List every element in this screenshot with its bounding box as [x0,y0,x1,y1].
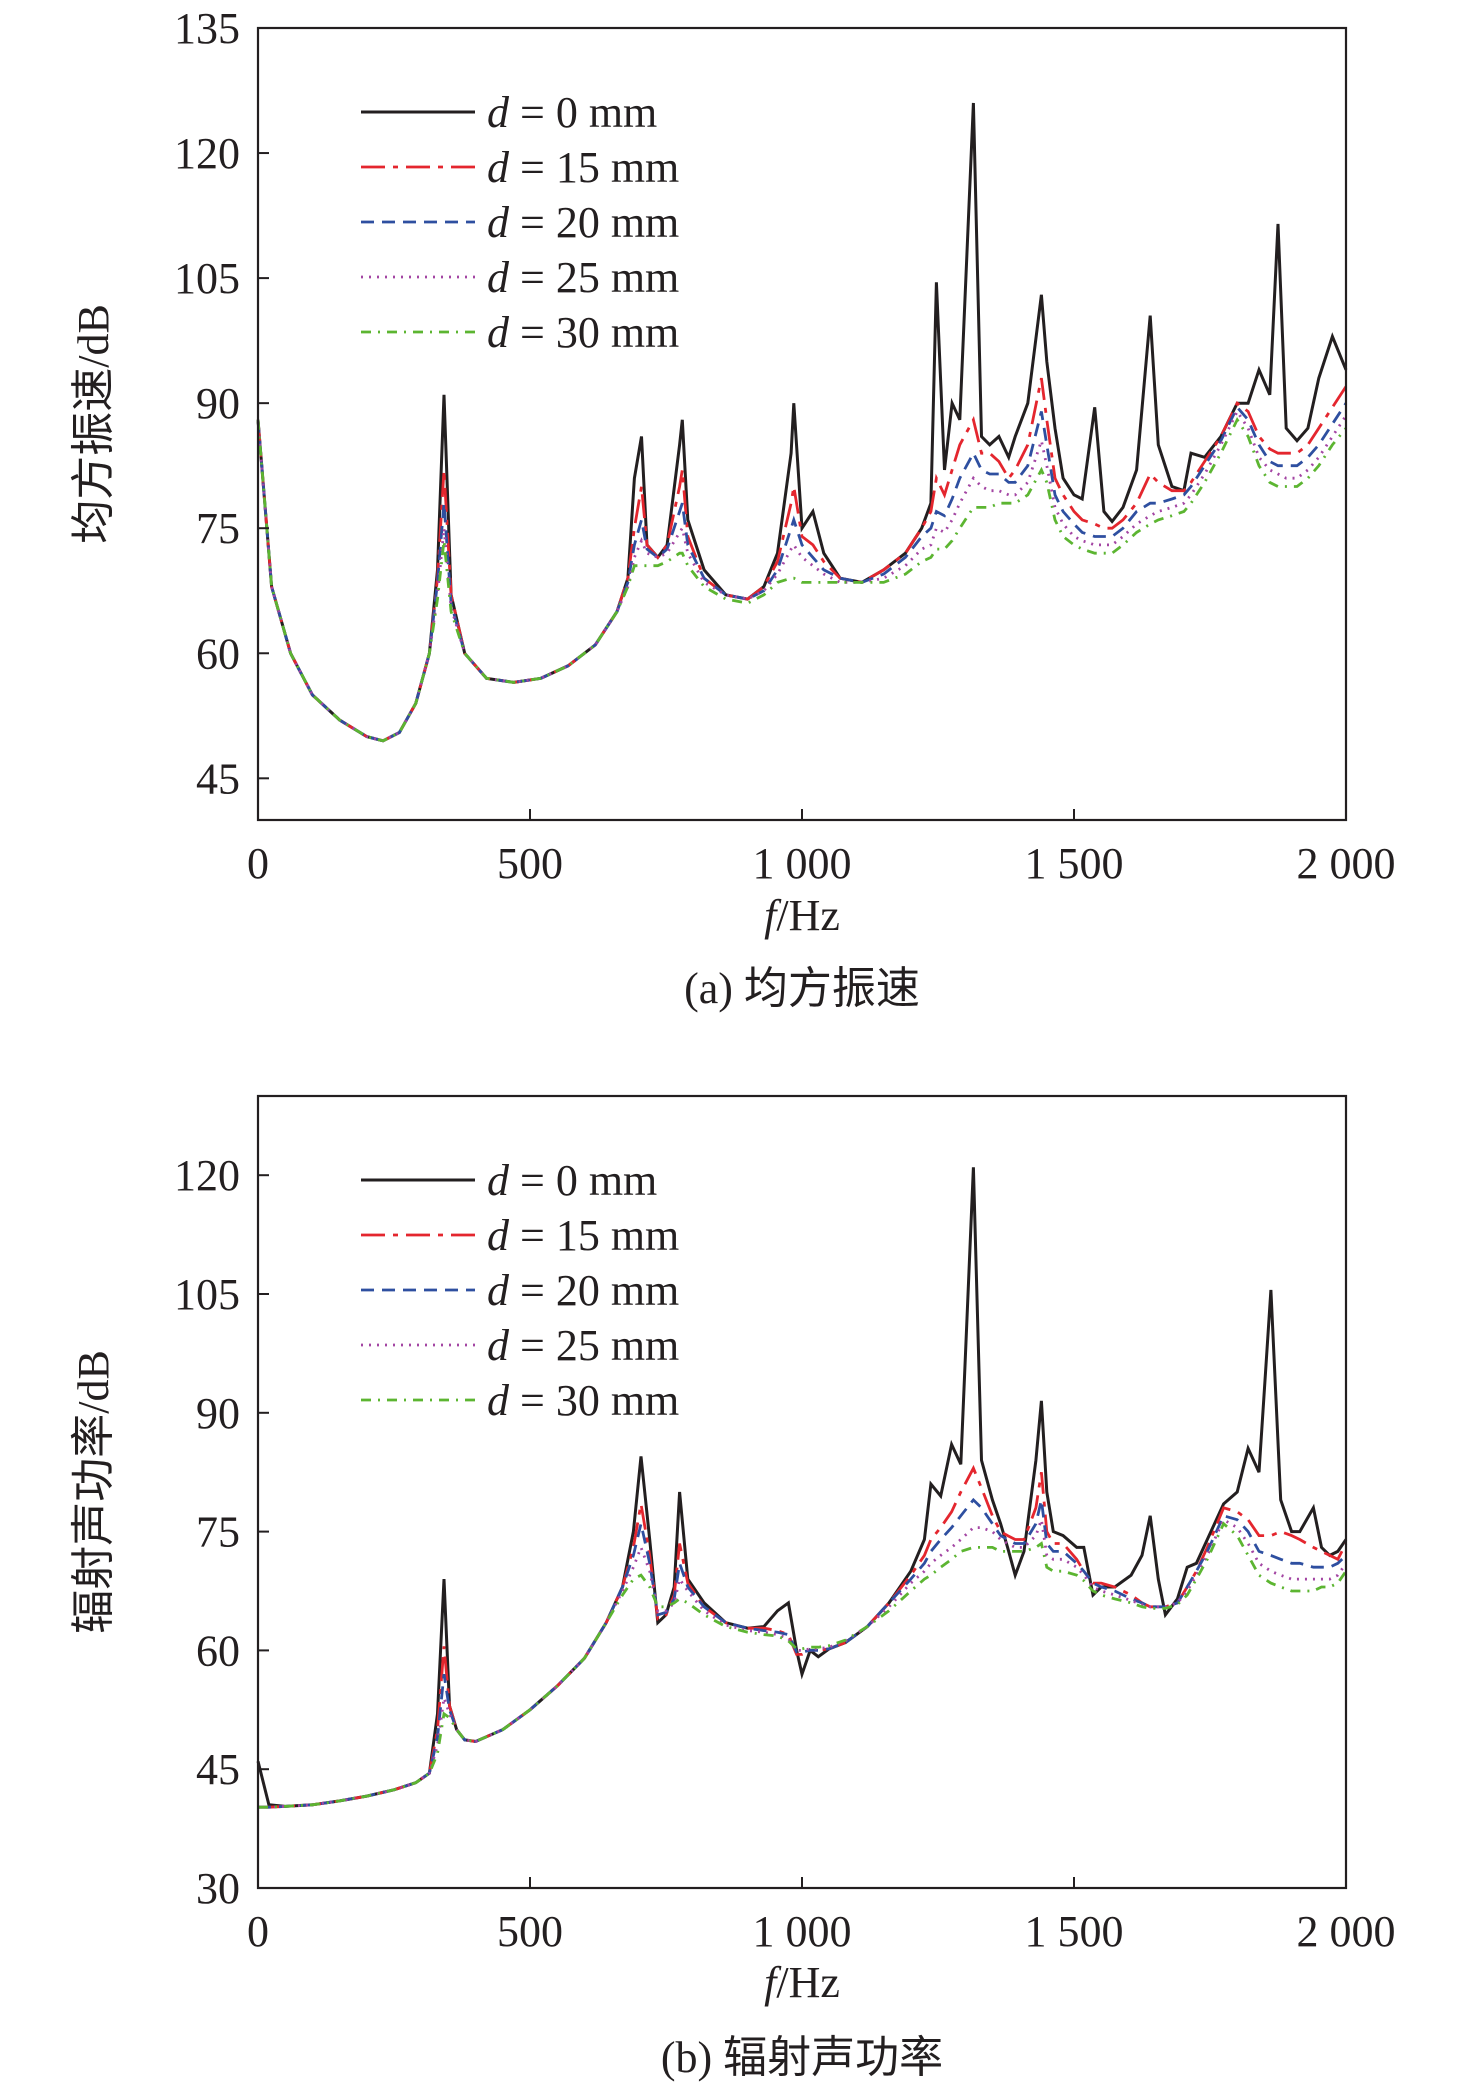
x-tick-label: 0 [247,839,269,888]
chart-panel-a: 0 500 1 000 1 500 2 000 45 60 75 90 105 120 135 f/Hz… [69,4,1396,1013]
y-tick-label: 135 [174,4,240,53]
legend-label: d = 25 mm [487,1321,679,1370]
plot-frame [256,1094,1348,1890]
y-tick-label: 60 [196,1626,240,1675]
series-line-b-3 [258,1517,1348,1809]
legend-value: = 15 mm [509,143,679,192]
series-line-b-2 [258,1497,1347,1809]
legend-variable: d [487,143,510,192]
y-tick-label: 120 [174,129,240,178]
legend-value: = 15 mm [509,1211,679,1260]
legend-variable: d [487,253,510,302]
y-tick-label: 105 [174,1270,240,1319]
legend-variable: d [487,88,510,137]
x-axis-label: f/Hz [764,891,840,940]
x-tick-label: 1 000 [753,1907,852,1956]
series-line-a-2 [256,402,1348,743]
y-tick-label: 60 [196,629,240,678]
legend-value: = 25 mm [509,1321,679,1370]
legend-label: d = 20 mm [487,1266,679,1315]
y-tick-label: 75 [196,504,240,553]
y-tick-label: 75 [196,1508,240,1557]
x-tick-label: 1 500 [1025,839,1124,888]
legend-value: = 0 mm [509,88,657,137]
x-tick-label: 500 [497,1907,563,1956]
series-line-b-1 [258,1464,1348,1809]
legend-value: = 20 mm [509,198,679,247]
legend-variable: d [487,1211,510,1260]
legend-label: d = 0 mm [487,1156,657,1205]
chart-panel-b: 0 500 1 000 1 500 2 000 30 45 60 75 90 105 120 f/Hz 辐… [69,1094,1396,2082]
legend-value: = 30 mm [509,308,679,357]
legend: d = 0 mmd = 15 mmd = 20 mmd = 25 mmd = 3… [361,88,679,357]
y-axis-label: 均方振速/dB [69,304,118,544]
legend-variable: d [487,1321,510,1370]
y-tick-label: 120 [174,1151,240,1200]
x-tick-label: 0 [247,1907,269,1956]
x-tick-label: 2 000 [1297,839,1396,888]
legend-value: = 20 mm [509,1266,679,1315]
legend-value: = 0 mm [509,1156,657,1205]
legend-value: = 30 mm [509,1376,679,1425]
x-axis-label: f/Hz [764,1958,840,2007]
x-tick-label: 2 000 [1297,1907,1396,1956]
series-line-a-1 [256,377,1348,743]
legend-label: d = 20 mm [487,198,679,247]
series-line-b-0 [256,1167,1348,1808]
legend-label: d = 25 mm [487,253,679,302]
legend-label: d = 30 mm [487,308,679,357]
x-axis-unit: /Hz [776,891,840,940]
legend-variable: d [487,198,510,247]
panel-caption: (b) 辐射声功率 [661,2033,943,2082]
legend-value: = 25 mm [509,253,679,302]
series-line-a-4 [256,416,1348,743]
series-line-b-4 [258,1521,1348,1809]
y-tick-label: 45 [196,754,240,803]
x-tick-label: 500 [497,839,563,888]
series-line-a-0 [256,102,1348,743]
y-tick-label: 30 [196,1864,240,1913]
legend-label: d = 30 mm [487,1376,679,1425]
legend-variable: d [487,1156,510,1205]
series-line-a-3 [256,408,1348,743]
x-tick-label: 1 500 [1025,1907,1124,1956]
legend-label: d = 15 mm [487,1211,679,1260]
legend-label: d = 15 mm [487,143,679,192]
y-axis-label: 辐射声功率/dB [69,1350,118,1634]
y-tick-label: 90 [196,1389,240,1438]
panel-caption: (a) 均方振速 [684,964,920,1013]
plot-frame [256,26,1348,822]
x-tick-label: 1 000 [753,839,852,888]
legend-variable: d [487,308,510,357]
y-tick-label: 90 [196,379,240,428]
legend-variable: d [487,1266,510,1315]
y-tick-label: 105 [174,254,240,303]
legend-label: d = 0 mm [487,88,657,137]
x-axis-unit: /Hz [776,1958,840,2007]
legend-variable: d [487,1376,510,1425]
y-tick-label: 45 [196,1745,240,1794]
legend: d = 0 mmd = 15 mmd = 20 mmd = 25 mmd = 3… [361,1156,679,1425]
